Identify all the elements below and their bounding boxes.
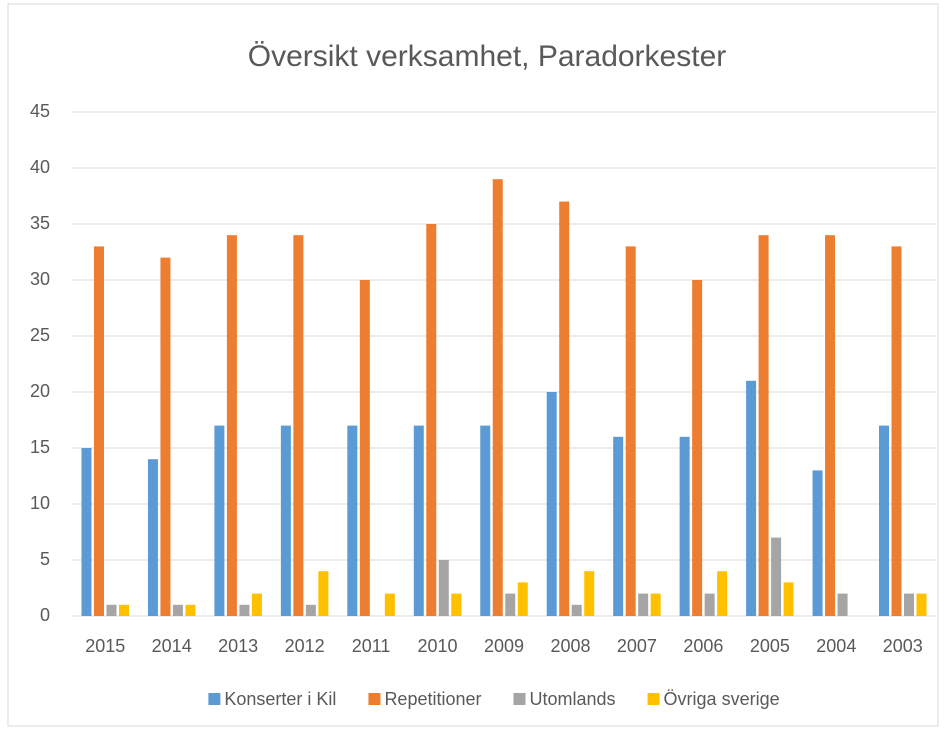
- bar: [837, 593, 848, 616]
- legend-swatch: [513, 693, 526, 705]
- legend-label: Konserter i Kil: [224, 689, 336, 709]
- x-tick-label: 2005: [750, 636, 790, 656]
- x-tick-label: 2006: [683, 636, 723, 656]
- y-tick-label: 45: [30, 101, 50, 121]
- bar: [704, 593, 715, 616]
- bar: [650, 593, 661, 616]
- x-tick-label: 2010: [418, 636, 458, 656]
- bar: [746, 380, 757, 616]
- bar: [106, 604, 117, 616]
- bar: [451, 593, 462, 616]
- bar: [517, 582, 528, 616]
- bar: [625, 246, 636, 616]
- bar: [172, 604, 183, 616]
- bar: [438, 560, 449, 616]
- bar: [758, 235, 769, 616]
- legend-label: Repetitioner: [384, 689, 481, 709]
- chart-title: Översikt verksamhet, Paradorkester: [248, 40, 727, 73]
- y-tick-label: 25: [30, 325, 50, 345]
- x-tick-label: 2011: [352, 636, 391, 656]
- bar: [492, 179, 503, 616]
- legend-label: Övriga sverige: [664, 689, 780, 709]
- bar: [347, 425, 358, 616]
- y-tick-label: 40: [30, 157, 50, 177]
- bar: [480, 425, 491, 616]
- x-tick-label: 2007: [617, 636, 657, 656]
- x-tick-label: 2003: [883, 636, 923, 656]
- bar: [505, 593, 516, 616]
- bar: [81, 448, 92, 616]
- y-tick-label: 20: [30, 381, 50, 401]
- bar: [771, 537, 782, 616]
- bar: [692, 280, 703, 616]
- y-tick-label: 15: [30, 437, 50, 457]
- bar: [904, 593, 915, 616]
- x-tick-label: 2014: [152, 636, 192, 656]
- y-tick-label: 10: [30, 493, 50, 513]
- bar: [559, 201, 570, 616]
- bar: [916, 593, 927, 616]
- y-tick-label: 35: [30, 213, 50, 233]
- bar: [426, 224, 437, 616]
- bar: [638, 593, 649, 616]
- bar: [812, 470, 823, 616]
- legend-swatch: [647, 693, 660, 705]
- bar: [546, 392, 557, 616]
- bar: [584, 571, 595, 616]
- bar: [93, 246, 104, 616]
- y-tick-label: 0: [40, 605, 50, 625]
- bar: [717, 571, 728, 616]
- bar: [118, 604, 129, 616]
- bar: [613, 436, 624, 616]
- y-tick-label: 5: [40, 549, 50, 569]
- bar: [214, 425, 225, 616]
- bar: [318, 571, 329, 616]
- x-tick-label: 2004: [816, 636, 856, 656]
- x-tick-label: 2009: [484, 636, 524, 656]
- bar: [185, 604, 196, 616]
- bar: [384, 593, 395, 616]
- y-tick-label: 30: [30, 269, 50, 289]
- bar: [783, 582, 794, 616]
- legend-swatch: [368, 693, 381, 705]
- bar: [679, 436, 690, 616]
- bar: [413, 425, 424, 616]
- bar: [891, 246, 902, 616]
- bar: [305, 604, 316, 616]
- bar: [571, 604, 582, 616]
- legend-label: Utomlands: [530, 689, 616, 709]
- x-tick-label: 2012: [285, 636, 325, 656]
- x-tick-label: 2008: [550, 636, 590, 656]
- bar: [251, 593, 262, 616]
- bar: [280, 425, 291, 616]
- bar: [147, 459, 158, 616]
- bar: [879, 425, 890, 616]
- bar: [160, 257, 171, 616]
- bar: [226, 235, 237, 616]
- bar: [359, 280, 370, 616]
- bar: [825, 235, 836, 616]
- bar: [239, 604, 250, 616]
- x-tick-label: 2013: [218, 636, 258, 656]
- x-tick-label: 2015: [85, 636, 125, 656]
- bar: [293, 235, 304, 616]
- legend-swatch: [208, 693, 221, 705]
